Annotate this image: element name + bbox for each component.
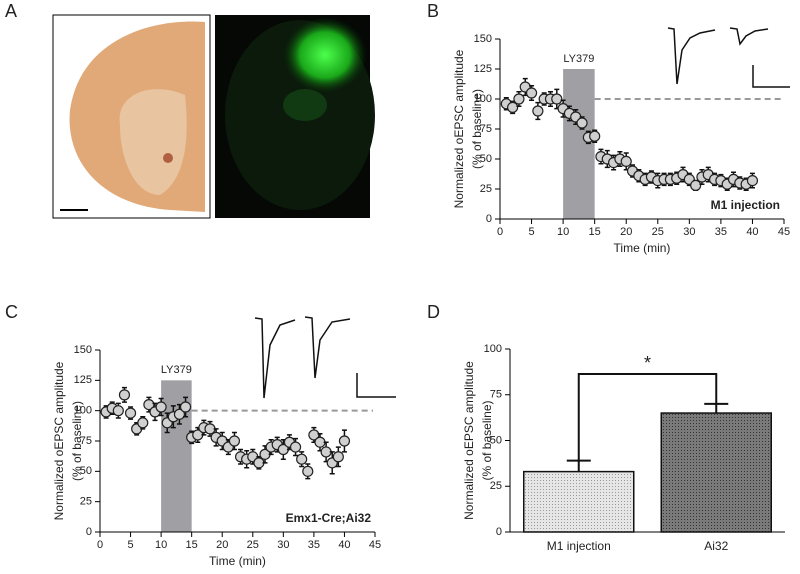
condition-label: M1 injection xyxy=(711,198,780,212)
y-tick-label: 100 xyxy=(74,405,92,417)
x-tick-label: 0 xyxy=(497,226,503,238)
x-tick-label: 25 xyxy=(652,226,664,238)
data-point xyxy=(308,429,320,441)
treatment-label: LY379 xyxy=(161,364,192,376)
x-tick-label: 45 xyxy=(369,539,381,551)
data-point xyxy=(289,441,302,453)
y-tick-label: 0 xyxy=(486,213,492,225)
condition-label: Emx1-Cre;Ai32 xyxy=(286,511,372,525)
data-point xyxy=(320,446,332,458)
x-tick-label: Ai32 xyxy=(704,539,728,553)
x-tick-label: 10 xyxy=(155,539,167,551)
data-point xyxy=(338,435,351,447)
data-point xyxy=(155,401,167,413)
x-tick-label: 15 xyxy=(589,226,601,238)
x-tick-label: 30 xyxy=(683,226,695,238)
y-axis-label: (% of baseline) xyxy=(480,400,494,480)
y-tick-label: 25 xyxy=(480,183,492,195)
x-tick-label: 5 xyxy=(127,539,133,551)
panel-label: C xyxy=(5,302,18,322)
y-axis-label: Normalized oEPSC amplitude xyxy=(452,49,466,208)
data-point xyxy=(507,101,519,114)
y-axis-label: (% of baseline) xyxy=(470,89,484,169)
x-tick-label: 25 xyxy=(247,539,259,551)
bar xyxy=(523,470,635,533)
x-tick-label: M1 injection xyxy=(547,539,611,553)
data-point xyxy=(589,130,601,142)
data-point xyxy=(137,417,149,429)
treatment-label: LY379 xyxy=(563,53,594,65)
error-bar xyxy=(704,402,729,414)
panel-label: D xyxy=(427,302,440,322)
y-tick-label: 75 xyxy=(490,389,502,401)
x-tick-label: 40 xyxy=(746,226,758,238)
inset-traces xyxy=(254,27,790,399)
data-point xyxy=(296,453,308,465)
data-point xyxy=(253,457,265,469)
data-point xyxy=(173,408,186,420)
y-tick-label: 50 xyxy=(80,465,92,477)
x-axis-label: Time (min) xyxy=(614,241,671,255)
x-tick-label: 40 xyxy=(338,539,350,551)
data-point xyxy=(525,87,538,99)
brain-images xyxy=(52,14,375,219)
y-tick-label: 150 xyxy=(474,33,492,45)
data-point xyxy=(551,93,563,105)
x-tick-label: 20 xyxy=(620,226,632,238)
data-point xyxy=(143,399,155,411)
error-bar xyxy=(566,459,591,472)
data-point xyxy=(204,423,216,435)
x-tick-label: 20 xyxy=(216,539,228,551)
y-tick-label: 0 xyxy=(86,526,92,538)
data-point xyxy=(112,405,124,417)
y-tick-label: 100 xyxy=(484,343,502,355)
data-point xyxy=(620,155,632,167)
data-point xyxy=(228,435,241,447)
y-tick-label: 50 xyxy=(490,434,502,446)
data-point xyxy=(302,465,314,477)
panel-label: A xyxy=(5,1,17,21)
y-tick-label: 25 xyxy=(490,480,502,492)
y-tick-label: 125 xyxy=(74,374,92,386)
y-tick-label: 75 xyxy=(480,123,492,135)
data-point xyxy=(124,407,137,419)
data-point xyxy=(314,436,326,448)
y-tick-label: 50 xyxy=(480,153,492,165)
x-tick-label: 35 xyxy=(308,539,320,551)
x-tick-label: 5 xyxy=(528,226,534,238)
significance-marker: * xyxy=(644,353,651,373)
x-tick-label: 35 xyxy=(715,226,727,238)
data-point xyxy=(576,117,588,129)
y-tick-label: 75 xyxy=(80,435,92,447)
data-point xyxy=(690,179,702,191)
x-axis-label: Time (min) xyxy=(209,554,266,568)
x-tick-label: 45 xyxy=(778,226,790,238)
data-point xyxy=(513,93,525,105)
data-point xyxy=(118,389,131,401)
data-point xyxy=(179,401,192,413)
y-axis-label: Normalized oEPSC amplitude xyxy=(462,361,476,520)
panel-label: B xyxy=(427,1,439,21)
y-tick-label: 150 xyxy=(74,344,92,356)
y-tick-label: 25 xyxy=(80,496,92,508)
bar xyxy=(660,412,772,533)
y-axis-label: Normalized oEPSC amplitude xyxy=(52,361,66,520)
x-tick-label: 0 xyxy=(97,539,103,551)
data-point xyxy=(532,105,544,117)
x-tick-label: 30 xyxy=(277,539,289,551)
data-point xyxy=(332,451,344,463)
y-tick-label: 0 xyxy=(496,526,502,538)
y-axis-label: (% of baseline) xyxy=(70,401,84,481)
y-tick-label: 125 xyxy=(474,63,492,75)
data-point xyxy=(746,175,759,187)
x-tick-label: 10 xyxy=(557,226,569,238)
y-tick-label: 100 xyxy=(474,93,492,105)
x-tick-label: 15 xyxy=(186,539,198,551)
significance-bracket xyxy=(577,373,718,461)
